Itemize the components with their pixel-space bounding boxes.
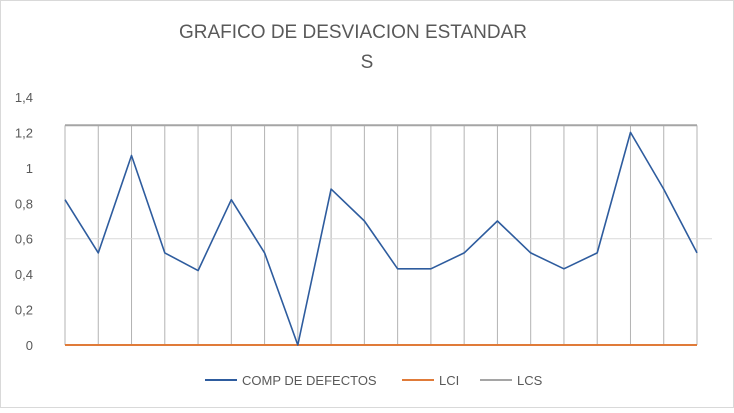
y-axis-ticks: 0 0,2 0,4 0,6 0,8 1 1,2 1,4	[15, 90, 33, 353]
y-tick-label: 1	[26, 161, 33, 176]
y-tick-label: 1,4	[15, 90, 33, 105]
y-tick-label: 0	[26, 338, 33, 353]
grid-lines	[64, 125, 712, 345]
legend-label: LCI	[439, 373, 459, 388]
legend: COMP DE DEFECTOS LCI LCS	[205, 373, 543, 388]
y-tick-label: 1,2	[15, 125, 33, 140]
y-tick-label: 0,8	[15, 196, 33, 211]
y-tick-label: 0,6	[15, 232, 33, 247]
series-lines	[64, 124, 698, 346]
chart-subtitle: S	[361, 52, 374, 73]
chart-title: GRAFICO DE DESVIACION ESTANDAR	[179, 22, 527, 43]
y-tick-label: 0,4	[15, 267, 33, 282]
y-tick-label: 0,2	[15, 303, 33, 318]
legend-label: LCS	[517, 373, 543, 388]
series-line-comp-de-defectos	[64, 131, 698, 346]
legend-label: COMP DE DEFECTOS	[242, 373, 377, 388]
